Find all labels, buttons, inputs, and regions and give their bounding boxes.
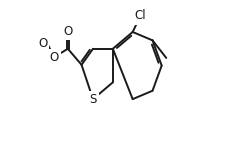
Text: O: O	[50, 51, 59, 64]
Text: Cl: Cl	[134, 9, 146, 22]
Text: O: O	[63, 25, 72, 38]
Text: S: S	[89, 93, 97, 106]
Text: O: O	[38, 37, 47, 50]
